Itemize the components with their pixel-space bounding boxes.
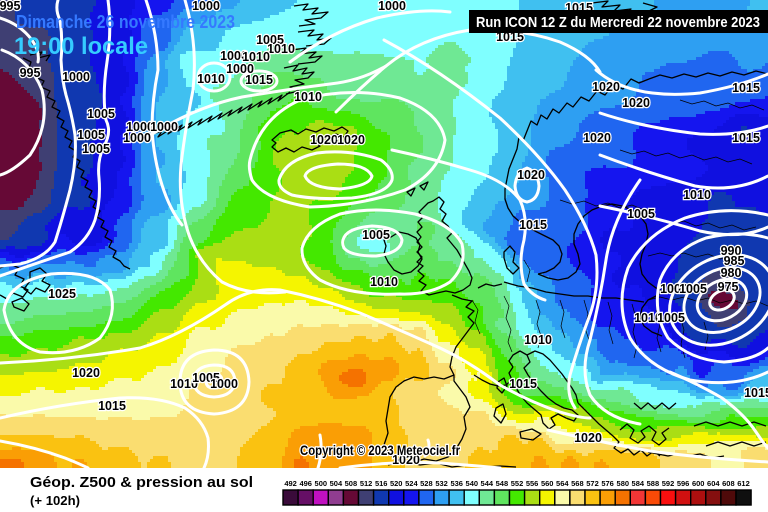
svg-text:508: 508 xyxy=(345,479,358,488)
svg-text:1005: 1005 xyxy=(82,142,110,156)
svg-text:1010: 1010 xyxy=(170,377,198,391)
svg-text:1010: 1010 xyxy=(267,42,295,56)
svg-text:540: 540 xyxy=(466,479,479,488)
svg-text:604: 604 xyxy=(707,479,720,488)
svg-text:1020: 1020 xyxy=(574,431,602,445)
svg-text:1020: 1020 xyxy=(583,131,611,145)
svg-text:1005: 1005 xyxy=(362,228,390,242)
svg-text:1020: 1020 xyxy=(392,453,420,467)
svg-text:1015: 1015 xyxy=(732,131,760,145)
svg-text:584: 584 xyxy=(632,479,645,488)
svg-text:588: 588 xyxy=(647,479,660,488)
svg-text:Dimanche 26 novembre 2023: Dimanche 26 novembre 2023 xyxy=(16,11,235,32)
svg-text:608: 608 xyxy=(722,479,735,488)
svg-text:1010: 1010 xyxy=(634,311,662,325)
svg-text:1015: 1015 xyxy=(245,73,273,87)
svg-text:1020: 1020 xyxy=(517,168,545,182)
svg-text:1005: 1005 xyxy=(256,33,284,47)
svg-text:564: 564 xyxy=(556,479,569,488)
svg-text:1000: 1000 xyxy=(126,120,154,134)
svg-text:560: 560 xyxy=(541,479,554,488)
svg-text:1010: 1010 xyxy=(242,50,270,64)
svg-text:544: 544 xyxy=(481,479,494,488)
svg-text:548: 548 xyxy=(496,479,509,488)
svg-text:1015: 1015 xyxy=(744,386,768,400)
svg-text:1010: 1010 xyxy=(294,90,322,104)
svg-text:1015: 1015 xyxy=(509,377,537,391)
svg-text:556: 556 xyxy=(526,479,539,488)
svg-text:1005: 1005 xyxy=(679,282,707,296)
svg-text:1005: 1005 xyxy=(657,311,685,325)
svg-text:576: 576 xyxy=(601,479,614,488)
svg-text:1000: 1000 xyxy=(150,120,178,134)
svg-text:524: 524 xyxy=(405,479,418,488)
svg-text:612: 612 xyxy=(737,479,750,488)
svg-text:1000: 1000 xyxy=(220,49,248,63)
svg-text:496: 496 xyxy=(299,479,312,488)
svg-text:995: 995 xyxy=(0,0,20,13)
svg-text:1000: 1000 xyxy=(660,282,688,296)
svg-text:580: 580 xyxy=(617,479,630,488)
svg-text:1020: 1020 xyxy=(337,133,365,147)
svg-text:532: 532 xyxy=(435,479,448,488)
svg-text:596: 596 xyxy=(677,479,690,488)
svg-text:1005: 1005 xyxy=(192,371,220,385)
svg-text:1010: 1010 xyxy=(370,275,398,289)
svg-text:1010: 1010 xyxy=(197,72,225,86)
svg-text:995: 995 xyxy=(20,66,41,80)
svg-text:572: 572 xyxy=(586,479,599,488)
svg-text:536: 536 xyxy=(450,479,463,488)
svg-text:1020: 1020 xyxy=(622,96,650,110)
svg-text:1000: 1000 xyxy=(123,131,151,145)
svg-text:504: 504 xyxy=(330,479,343,488)
svg-text:990: 990 xyxy=(721,244,742,258)
svg-text:1000: 1000 xyxy=(62,70,90,84)
svg-text:568: 568 xyxy=(571,479,584,488)
svg-text:592: 592 xyxy=(662,479,675,488)
svg-text:1010: 1010 xyxy=(683,188,711,202)
svg-text:1005: 1005 xyxy=(627,207,655,221)
svg-text:1010: 1010 xyxy=(524,333,552,347)
svg-text:500: 500 xyxy=(315,479,328,488)
svg-text:1000: 1000 xyxy=(192,0,220,13)
svg-text:1015: 1015 xyxy=(732,81,760,95)
svg-text:520: 520 xyxy=(390,479,403,488)
svg-text:492: 492 xyxy=(284,479,297,488)
svg-text:(+ 102h): (+ 102h) xyxy=(30,493,80,508)
svg-text:1005: 1005 xyxy=(87,107,115,121)
svg-text:975: 975 xyxy=(718,280,739,294)
svg-text:1020: 1020 xyxy=(310,133,338,147)
svg-text:1020: 1020 xyxy=(72,366,100,380)
svg-text:19:00 locale: 19:00 locale xyxy=(14,33,148,60)
svg-text:1025: 1025 xyxy=(48,287,76,301)
svg-text:552: 552 xyxy=(511,479,524,488)
svg-text:1000: 1000 xyxy=(226,62,254,76)
svg-text:1020: 1020 xyxy=(592,80,620,94)
svg-text:528: 528 xyxy=(420,479,433,488)
svg-text:985: 985 xyxy=(724,254,745,268)
svg-text:512: 512 xyxy=(360,479,373,488)
svg-text:Géop. Z500 & pression au sol: Géop. Z500 & pression au sol xyxy=(30,474,253,491)
svg-text:600: 600 xyxy=(692,479,705,488)
svg-text:1000: 1000 xyxy=(378,0,406,13)
svg-text:1015: 1015 xyxy=(519,218,547,232)
svg-text:1005: 1005 xyxy=(77,128,105,142)
svg-text:980: 980 xyxy=(721,266,742,280)
svg-text:1000: 1000 xyxy=(210,377,238,391)
svg-text:Copyright © 2023 Meteociel.fr: Copyright © 2023 Meteociel.fr xyxy=(300,443,461,458)
svg-text:Run ICON 12 Z du Mercredi 22 n: Run ICON 12 Z du Mercredi 22 novembre 20… xyxy=(476,14,760,31)
svg-text:1015: 1015 xyxy=(98,399,126,413)
svg-text:516: 516 xyxy=(375,479,388,488)
